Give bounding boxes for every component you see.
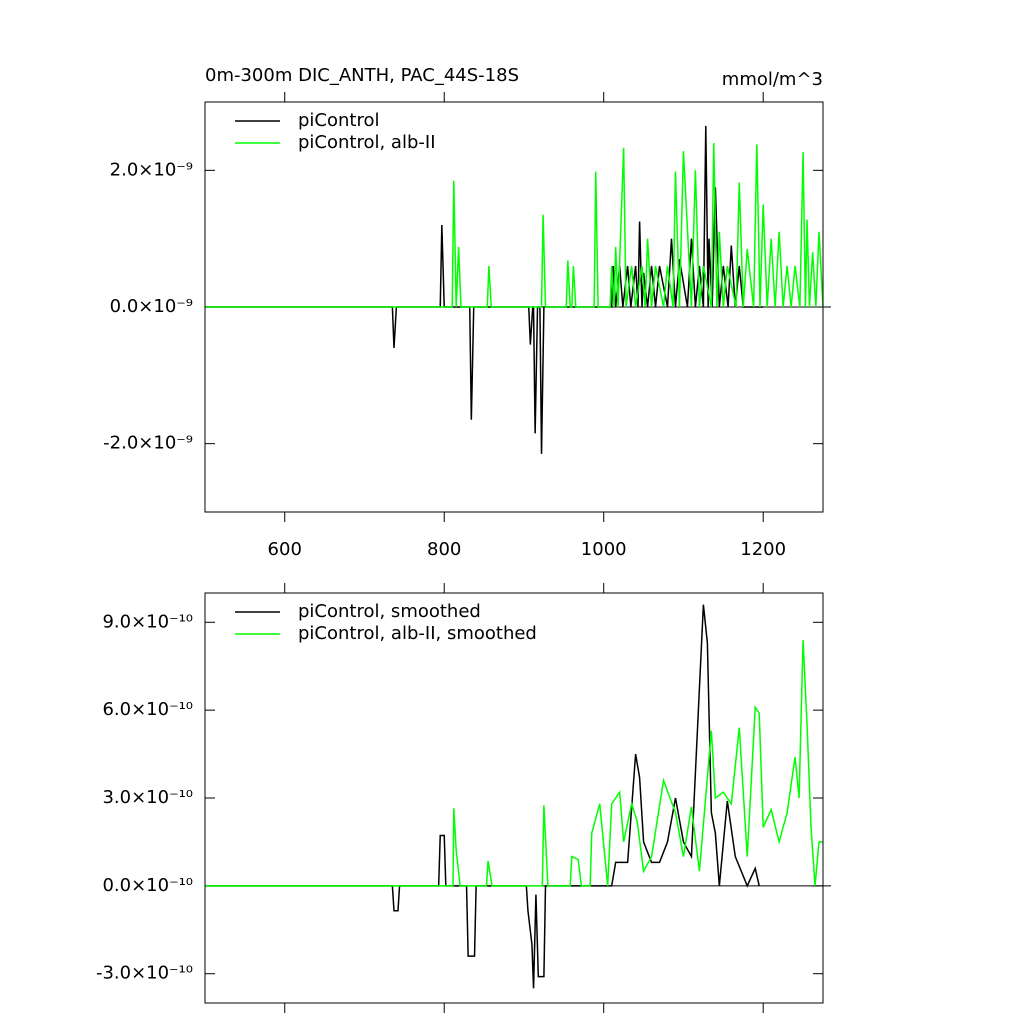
legend-label: piControl, alb-II, smoothed <box>298 623 537 644</box>
y-tick-label: 0.0×10⁻¹⁰ <box>102 875 193 896</box>
y-tick-label: 9.0×10⁻¹⁰ <box>102 611 193 632</box>
plot-frame <box>204 592 824 1004</box>
x-tick-label: 800 <box>427 539 461 560</box>
y-tick-label: 0.0×10⁻⁹ <box>110 296 193 317</box>
y-tick-label: 6.0×10⁻¹⁰ <box>102 699 193 720</box>
y-tick-label: 2.0×10⁻⁹ <box>110 159 193 180</box>
plot-frame <box>204 101 824 513</box>
x-tick-label: 1000 <box>581 539 627 560</box>
units-label: mmol/m^3 <box>722 69 823 90</box>
y-tick-label: -2.0×10⁻⁹ <box>103 433 193 454</box>
legend-label: piControl, alb-II <box>298 132 436 153</box>
series-line <box>205 639 823 887</box>
chart-title: 0m-300m DIC_ANTH, PAC_44S-18S <box>205 65 519 86</box>
y-tick-label: 3.0×10⁻¹⁰ <box>102 787 193 808</box>
legend-label: piControl, smoothed <box>298 601 481 622</box>
x-tick-label: 1200 <box>740 539 786 560</box>
y-tick-label: -3.0×10⁻¹⁰ <box>96 963 193 984</box>
legend-label: piControl <box>298 110 380 131</box>
series-line <box>205 604 760 989</box>
x-tick-label: 600 <box>268 539 302 560</box>
series-line <box>205 142 824 308</box>
